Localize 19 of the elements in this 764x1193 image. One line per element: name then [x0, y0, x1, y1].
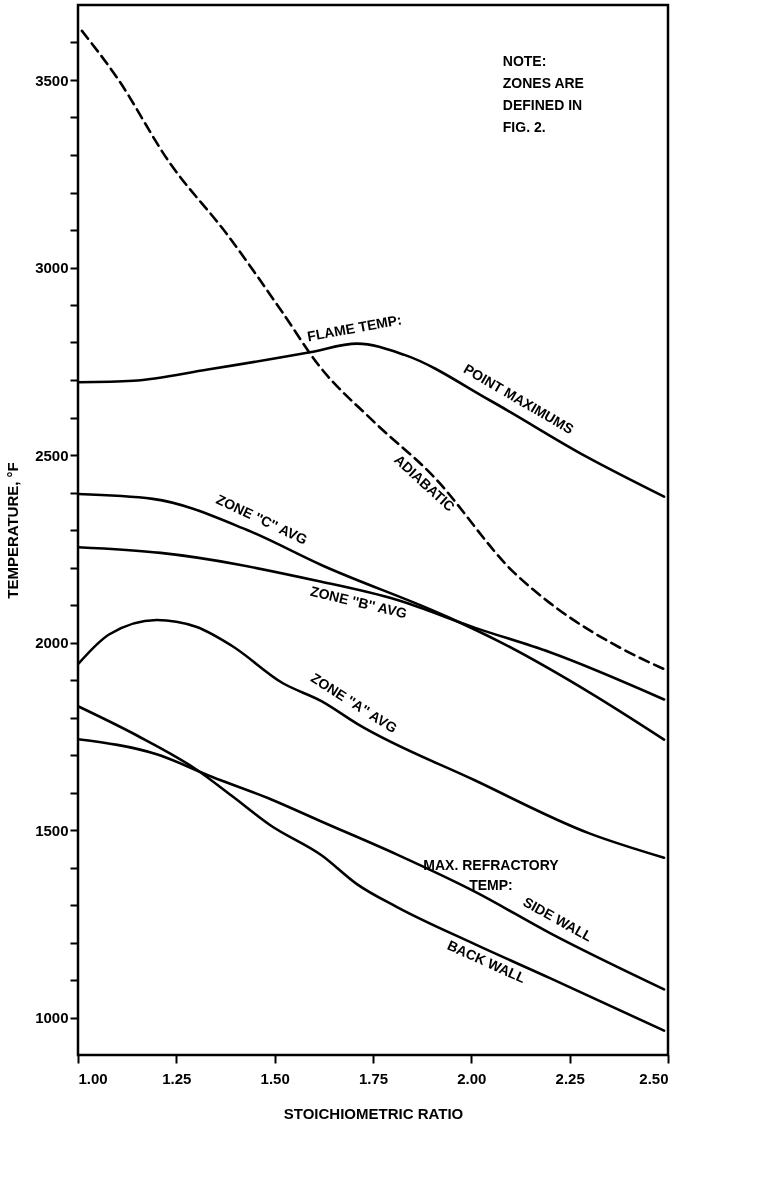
annotation: MAX. REFRACTORY TEMP: [423, 856, 560, 893]
y-tick-label: 3500 [35, 71, 69, 89]
y-tick-label: 1000 [35, 1009, 69, 1026]
annotation: FLAME TEMP: [305, 311, 403, 345]
x-tick-label: 2.00 [457, 1069, 487, 1087]
x-tick-label: 1.75 [358, 1069, 389, 1087]
x-tick-label: 1.50 [260, 1069, 290, 1087]
y-tick-label: 2000 [35, 634, 69, 651]
annotation: ZONE ''B'' AVG [308, 582, 409, 622]
annotation: NOTE: ZONES ARE DEFINED IN FIG. 2. [502, 53, 584, 135]
y-tick-label: 1500 [35, 821, 69, 839]
x-tick-label: 1.00 [78, 1069, 108, 1087]
x-tick-label: 2.25 [555, 1069, 585, 1087]
x-tick-label: 1.25 [162, 1069, 192, 1087]
x-tick-label: 2.50 [639, 1069, 669, 1087]
x-axis-title: STOICHIOMETRIC RATIO [283, 1104, 464, 1122]
y-axis-title: TEMPERATURE, °F [4, 462, 22, 599]
y-tick-label: 2500 [35, 446, 69, 464]
y-tick-label: 3000 [35, 259, 69, 276]
